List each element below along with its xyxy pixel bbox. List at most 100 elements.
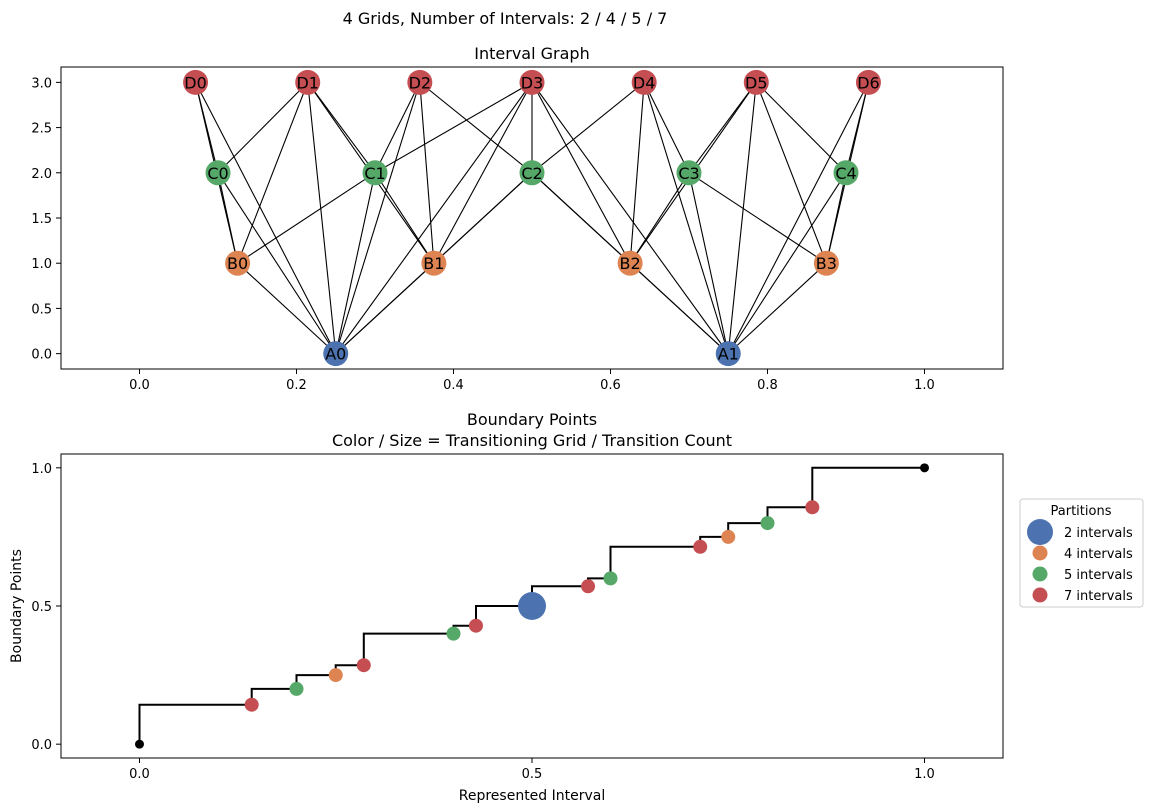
node-label-D4: D4 [633,73,656,92]
legend-marker-grid_4 [1032,545,1048,561]
edge-A0-C1 [335,172,376,354]
boundary-points-xtick-label: 0.0 [129,767,150,782]
edge-A1-C4 [727,172,847,354]
legend-marker-grid_5 [1032,566,1048,582]
legend-entries: 2 intervals 4 intervals 5 intervals 7 inter… [1027,519,1133,604]
node-D5 [743,69,769,95]
interval-graph-xtick-label: 0.4 [443,378,464,393]
boundary-point [289,681,304,696]
node-D2 [407,69,433,95]
interval-graph-xtick-label: 0.0 [129,378,150,393]
edge-B2-C3 [629,172,690,264]
edge-C4-D5 [755,81,847,174]
node-C4 [833,160,859,186]
edge-A1-D3 [531,82,729,354]
edge-B3-C3 [688,172,827,264]
boundary-points-ytick-label: 1.0 [31,462,52,477]
node-label-A0: A0 [325,345,346,364]
interval-graph-ytick-label: 1.0 [31,257,52,272]
edge-C1-D2 [374,82,421,174]
node-D3 [519,69,545,95]
node-label-D2: D2 [409,73,432,92]
edge-A0-D0 [195,82,337,354]
interval-graph-ytick-label: 3.0 [31,76,52,91]
interval-graph-ytick-label: 0.0 [31,348,52,363]
node-label-C2: C2 [521,164,542,183]
node-D1 [295,69,321,95]
node-label-A1: A1 [718,345,739,364]
boundary-points-xlabel: Represented Interval [459,788,606,804]
boundary-points-ticks: 0.0 0.5 1.0 0.0 0.5 1.0 [31,462,935,782]
boundary-point [328,668,343,683]
node-label-D5: D5 [745,73,768,92]
legend-label: 5 intervals [1064,568,1133,583]
boundary-point [446,626,461,641]
node-label-B1: B1 [423,254,444,273]
boundary-points-panel: Boundary Points Color / Size = Transitio… [9,410,1004,804]
edge-B3-D5 [755,82,827,264]
boundary-point [693,539,708,554]
boundary-point [135,739,144,749]
edge-A1-D6 [727,82,869,354]
legend-label: 2 intervals [1064,526,1133,541]
edge-A0-C0 [217,172,337,354]
node-B0 [225,250,251,276]
partitions-legend: Partitions 2 intervals 4 intervals 5 inter… [1019,498,1144,608]
edge-C3-D4 [643,82,690,174]
node-label-C3: C3 [678,164,699,183]
edge-A1-D5 [727,82,757,354]
interval-graph-xtick-label: 1.0 [914,378,935,393]
boundary-point [760,516,775,531]
node-label-D3: D3 [521,73,544,92]
boundary-points-title: Boundary Points [467,410,597,429]
node-C0 [205,160,231,186]
legend-label: 4 intervals [1064,547,1133,562]
boundary-point [581,579,596,594]
boundary-points-scatter [135,463,929,749]
boundary-point [468,618,483,633]
edge-C3-D5 [688,82,757,174]
boundary-points-xtick-label: 0.5 [522,767,543,782]
edge-B1-D3 [433,82,533,264]
node-D4 [631,69,657,95]
edge-A0-D2 [335,82,421,354]
boundary-points-ytick-label: 0.0 [31,738,52,753]
edge-A0-D1 [307,82,337,354]
edge-B2-D4 [629,82,645,264]
edge-C1-D3 [374,81,533,174]
node-label-C4: C4 [835,164,856,183]
interval-graph-panel: Interval Graph A0 A1 B0 B1 B2 B3 C0 C1 C2 C3 C4 D0 D… [31,44,1004,393]
boundary-points-ytick-label: 0.5 [31,600,52,615]
node-label-C1: C1 [364,164,385,183]
node-D0 [183,69,209,95]
node-label-B2: B2 [620,254,641,273]
node-C1 [362,160,388,186]
interval-graph-edges [195,81,869,355]
edge-C2-D2 [419,81,533,174]
legend-title: Partitions [1051,504,1112,519]
node-label-B0: B0 [227,254,248,273]
edge-B1-C1 [374,172,435,264]
interval-graph-xtick-label: 0.8 [757,378,778,393]
boundary-points-xtick-label: 1.0 [914,767,935,782]
interval-graph-ticks: 0.0 0.2 0.4 0.6 0.8 1.0 0.0 0.5 1.0 1.5 2.0 2.5 3.0 [31,76,935,393]
edge-C0-D0 [195,82,219,173]
legend-marker-grid_2 [1027,519,1053,545]
interval-graph-title: Interval Graph [474,44,589,63]
boundary-points-subtitle: Color / Size = Transitioning Grid / Tran… [332,431,732,450]
edge-A0-B0 [237,262,337,355]
interval-graph-ytick-label: 1.5 [31,212,52,227]
edge-B0-D1 [237,82,309,264]
node-C2 [519,160,545,186]
interval-graph-ytick-label: 2.5 [31,122,52,137]
boundary-point [603,571,618,586]
node-A0 [323,341,349,367]
edge-B2-D3 [531,82,631,264]
edge-B2-C2 [531,172,631,264]
node-A1 [715,341,741,367]
edge-A1-B3 [727,262,827,355]
boundary-point [721,529,736,544]
node-D6 [855,69,881,95]
edge-A0-D3 [335,82,533,354]
node-label-C0: C0 [207,164,228,183]
